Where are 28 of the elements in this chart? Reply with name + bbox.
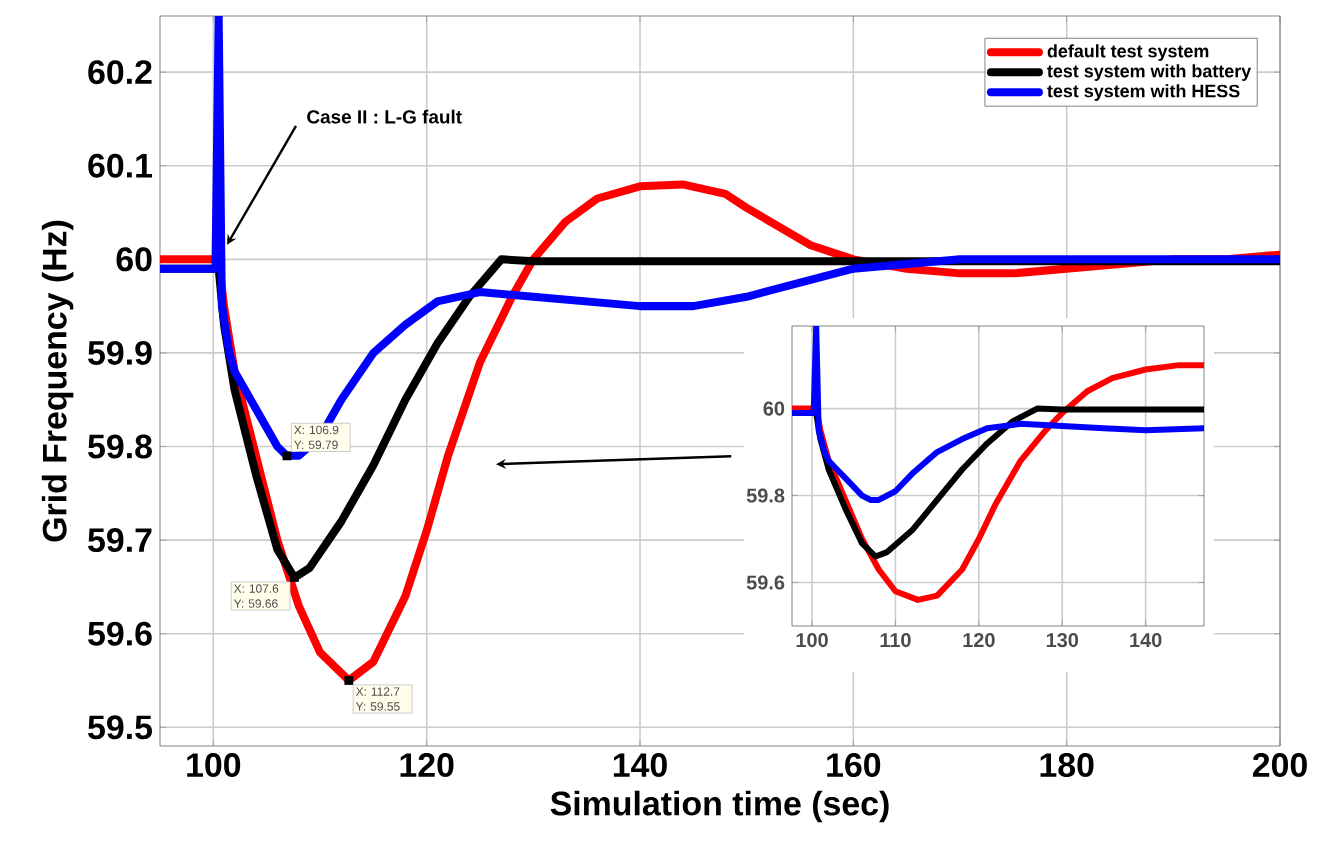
y-tick-label: 59.9 bbox=[88, 340, 152, 365]
y-tick-label: 60 bbox=[116, 247, 152, 272]
y-tick-label: 59.6 bbox=[88, 621, 152, 646]
x-tick-label: 200 bbox=[1252, 753, 1307, 778]
x-tick-label: 120 bbox=[963, 633, 995, 648]
x-tick-label: 100 bbox=[187, 753, 241, 778]
x-tick-label: 180 bbox=[1040, 753, 1094, 778]
annotation: Case II : L-G fault bbox=[307, 109, 462, 124]
y-axis-title: Grid Frequency (Hz) bbox=[41, 220, 74, 542]
x-tick-label: 130 bbox=[1046, 633, 1079, 648]
x-tick-label: 110 bbox=[880, 633, 911, 648]
legend-label: test system with HESS bbox=[1047, 84, 1240, 101]
legend-label: default test system bbox=[1047, 44, 1209, 61]
x-tick-label: 120 bbox=[400, 753, 454, 778]
y-tick-label: 59.5 bbox=[88, 715, 153, 740]
y-tick-label: 59.8 bbox=[746, 488, 785, 503]
x-tick-label: 140 bbox=[613, 753, 667, 778]
y-tick-label: 60 bbox=[763, 401, 785, 416]
y-tick-label: 59.8 bbox=[88, 434, 152, 459]
y-tick-label: 60.2 bbox=[88, 60, 152, 85]
x-tick-label: 100 bbox=[796, 633, 828, 648]
legend-label: test system with battery bbox=[1047, 64, 1252, 81]
x-tick-label: 140 bbox=[1130, 633, 1162, 648]
y-tick-label: 59.7 bbox=[88, 528, 152, 553]
x-axis-title: Simulation time (sec) bbox=[550, 790, 889, 823]
y-tick-label: 60.1 bbox=[88, 153, 153, 178]
x-tick-label: 160 bbox=[827, 753, 881, 778]
y-tick-label: 59.6 bbox=[746, 575, 785, 590]
